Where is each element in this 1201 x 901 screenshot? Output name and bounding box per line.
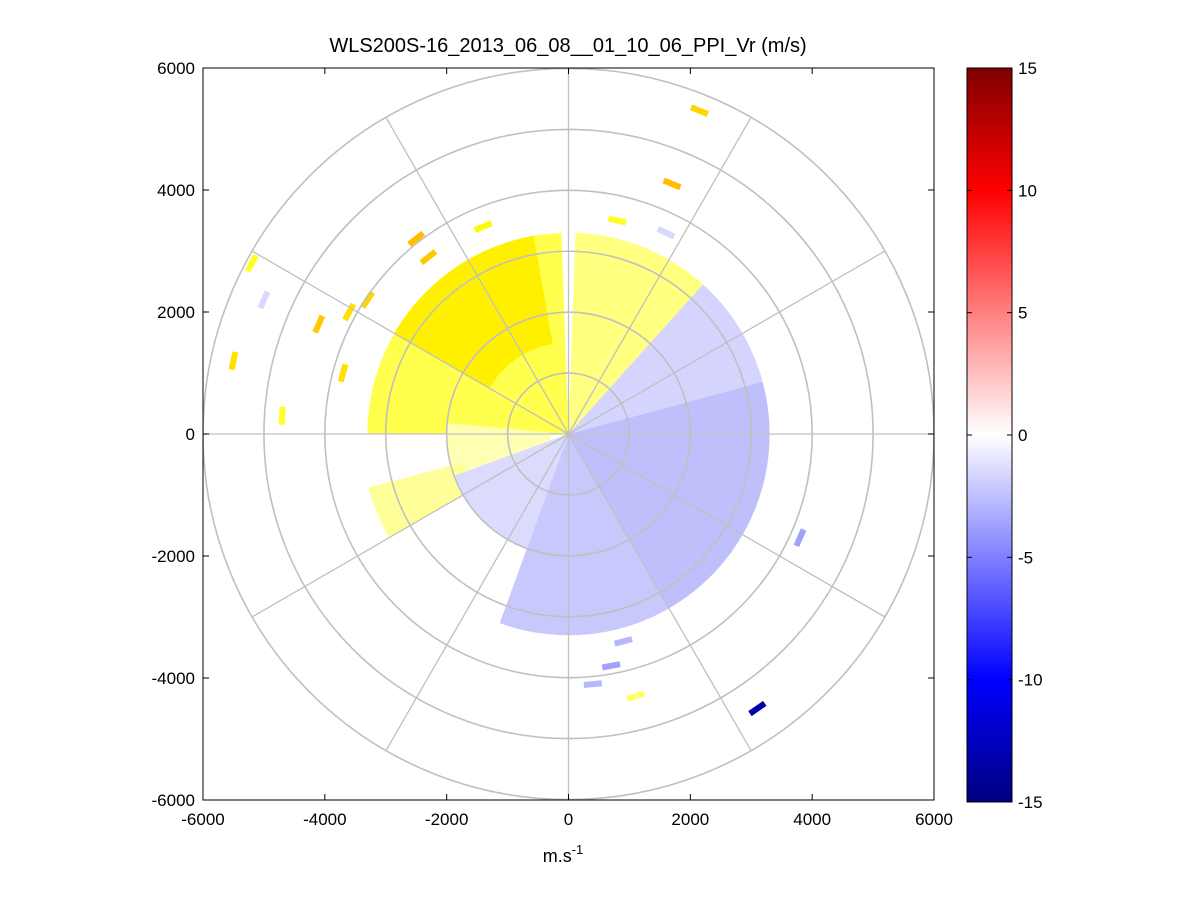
velocity-gate: [613, 636, 633, 647]
x-axis-label: m.s-1: [543, 842, 584, 866]
azimuth-spoke: [385, 433, 570, 752]
velocity-gate: [473, 220, 493, 233]
azimuth-spoke: [251, 433, 569, 618]
velocity-gate: [359, 290, 375, 309]
velocity-sector: [499, 434, 670, 636]
x-tick-label: -2000: [425, 810, 468, 829]
y-tick-label: -2000: [152, 547, 195, 566]
velocity-gate: [407, 230, 426, 247]
axis-ticks: -6000 -4000 -2000 0 2000 4000 6000 6000 4000 2000…: [152, 59, 953, 829]
x-tick-label: 6000: [915, 810, 953, 829]
x-tick-label: -4000: [303, 810, 346, 829]
velocity-gate: [656, 226, 676, 240]
y-tick-label: -4000: [152, 669, 195, 688]
velocity-gate: [793, 528, 807, 548]
velocity-gate: [257, 290, 271, 310]
x-axis-label-base: m.s: [543, 846, 572, 866]
x-axis-label-exponent: -1: [572, 842, 584, 857]
x-tick-label: 0: [564, 810, 573, 829]
azimuth-spoke: [567, 433, 752, 752]
velocity-gate: [626, 691, 645, 702]
azimuth-spoke: [251, 250, 569, 435]
velocity-sector: [446, 423, 552, 476]
velocity-gate: [278, 406, 286, 425]
velocity-gate: [419, 249, 438, 266]
y-tick-label: 6000: [157, 59, 195, 78]
y-tick-label: -6000: [152, 791, 195, 810]
velocity-gate: [662, 177, 682, 191]
colorbar-tick-label: 0: [1018, 426, 1027, 445]
x-tick-label: 4000: [793, 810, 831, 829]
y-tick-label: 2000: [157, 303, 195, 322]
colorbar-tick-label: 5: [1018, 304, 1027, 323]
chart-title: WLS200S-16_2013_06_08__01_10_06_PPI_Vr (…: [329, 35, 806, 57]
colorbar-tick-label: -15: [1018, 793, 1043, 812]
x-tick-label: 2000: [671, 810, 709, 829]
velocity-gate: [228, 351, 239, 371]
velocity-gate: [690, 104, 709, 117]
velocity-sector: [394, 235, 553, 389]
azimuth-spoke: [568, 433, 886, 618]
velocity-gate: [312, 314, 326, 334]
velocity-gate: [244, 253, 259, 273]
x-tick-label: -6000: [181, 810, 224, 829]
colorbar-tick-label: 10: [1018, 181, 1037, 200]
velocity-gate: [337, 363, 349, 383]
colorbar-ticks: 15 10 5 0 -5 -10 -15: [967, 59, 1043, 812]
y-tick-label: 4000: [157, 181, 195, 200]
velocity-sector: [568, 381, 770, 609]
azimuth-spoke: [567, 116, 752, 435]
velocity-gate: [607, 215, 627, 226]
velocity-gate: [748, 700, 767, 717]
colorbar-tick-label: -5: [1018, 548, 1033, 567]
colorbar: [966, 67, 1013, 803]
y-tick-label: 0: [186, 425, 195, 444]
velocity-gate: [342, 302, 357, 322]
azimuth-spoke: [568, 250, 886, 435]
velocity-gate: [583, 680, 603, 688]
azimuth-spoke: [385, 116, 570, 435]
colorbar-tick-label: 15: [1018, 59, 1037, 78]
velocity-sector: [368, 462, 474, 538]
velocity-gate: [601, 661, 621, 671]
colorbar-tick-label: -10: [1018, 671, 1043, 690]
